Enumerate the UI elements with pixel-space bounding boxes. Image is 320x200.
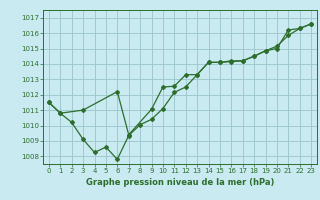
- X-axis label: Graphe pression niveau de la mer (hPa): Graphe pression niveau de la mer (hPa): [86, 178, 274, 187]
